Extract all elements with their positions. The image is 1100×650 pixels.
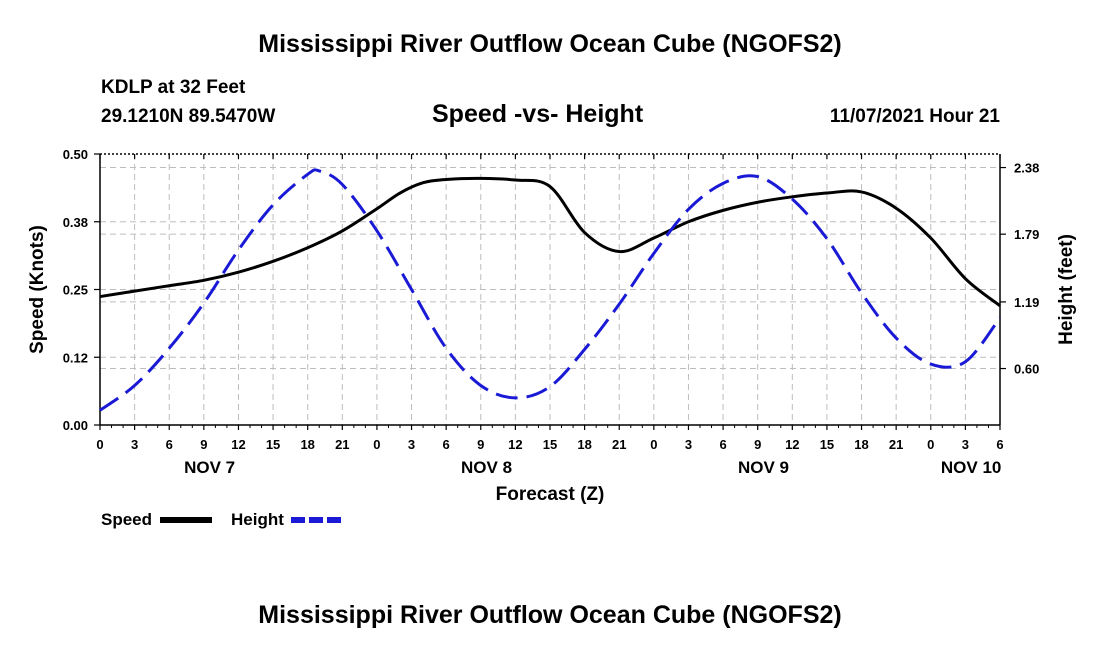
x-tick-label: 6 — [166, 437, 173, 452]
day-label: NOV 10 — [941, 458, 1001, 477]
x-tick-label: 18 — [577, 437, 591, 452]
y-axis-title: Speed (Knots) — [27, 225, 48, 354]
x-tick-label: 12 — [508, 437, 522, 452]
x-tick-label: 9 — [477, 437, 484, 452]
y2-axis-title: Height (feet) — [1056, 234, 1077, 345]
y2-tick-label: 1.79 — [1014, 227, 1039, 242]
x-tick-label: 0 — [373, 437, 380, 452]
x-tick-label: 6 — [719, 437, 726, 452]
day-label: NOV 8 — [461, 458, 512, 477]
x-tick-label: 21 — [889, 437, 903, 452]
legend-speed-label: Speed — [101, 510, 153, 529]
legend-height-label: Height — [231, 510, 284, 529]
x-tick-label: 18 — [300, 437, 314, 452]
x-tick-label: 0 — [96, 437, 103, 452]
x-tick-label: 21 — [612, 437, 626, 452]
x-tick-label: 15 — [543, 437, 557, 452]
x-tick-label: 15 — [820, 437, 834, 452]
y2-tick-label: 0.60 — [1014, 362, 1039, 377]
chart-title: Mississippi River Outflow Ocean Cube (NG… — [258, 30, 842, 58]
x-tick-label: 18 — [854, 437, 868, 452]
x-tick-label: 21 — [335, 437, 349, 452]
series-line-height — [99, 168, 1002, 412]
x-tick-label: 15 — [266, 437, 280, 452]
y2-tick-label: 2.38 — [1014, 161, 1039, 176]
x-tick-label: 9 — [754, 437, 761, 452]
x-tick-label: 12 — [785, 437, 799, 452]
x-tick-label: 3 — [131, 437, 138, 452]
station-label: KDLP at 32 Feet — [101, 77, 246, 98]
station-coords: 29.1210N 89.5470W — [101, 106, 276, 127]
y-tick-label: 0.25 — [63, 283, 88, 298]
y-tick-label: 0.12 — [63, 350, 88, 365]
x-tick-label: 3 — [685, 437, 692, 452]
x-tick-label: 3 — [962, 437, 969, 452]
x-tick-label: 0 — [927, 437, 934, 452]
forecast-datetime: 11/07/2021 Hour 21 — [829, 106, 1000, 127]
y-tick-label: 0.50 — [63, 147, 88, 162]
footer-title: Mississippi River Outflow Ocean Cube (NG… — [258, 601, 842, 629]
day-label: NOV 9 — [738, 458, 789, 477]
x-tick-label: 3 — [408, 437, 415, 452]
y-tick-label: 0.38 — [63, 215, 88, 230]
x-tick-label: 12 — [231, 437, 245, 452]
x-tick-label: 6 — [443, 437, 450, 452]
chart-subtitle: Speed -vs- Height — [432, 100, 644, 128]
series-line-speed — [99, 176, 1001, 307]
x-axis-title: Forecast (Z) — [496, 484, 605, 505]
x-tick-label: 9 — [200, 437, 207, 452]
x-tick-label: 6 — [996, 437, 1003, 452]
day-label: NOV 7 — [184, 458, 235, 477]
y-tick-label: 0.00 — [63, 418, 88, 433]
y2-tick-label: 1.19 — [1014, 295, 1039, 310]
x-tick-label: 0 — [650, 437, 657, 452]
